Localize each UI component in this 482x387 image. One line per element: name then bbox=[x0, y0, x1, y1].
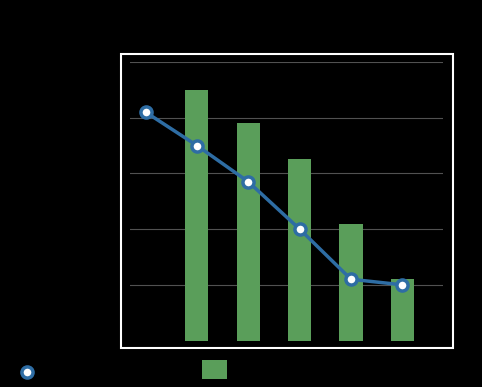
Bar bbox=[339, 224, 362, 341]
Bar bbox=[288, 159, 311, 341]
Bar bbox=[391, 279, 414, 341]
Bar bbox=[186, 90, 208, 341]
Bar bbox=[237, 123, 260, 341]
